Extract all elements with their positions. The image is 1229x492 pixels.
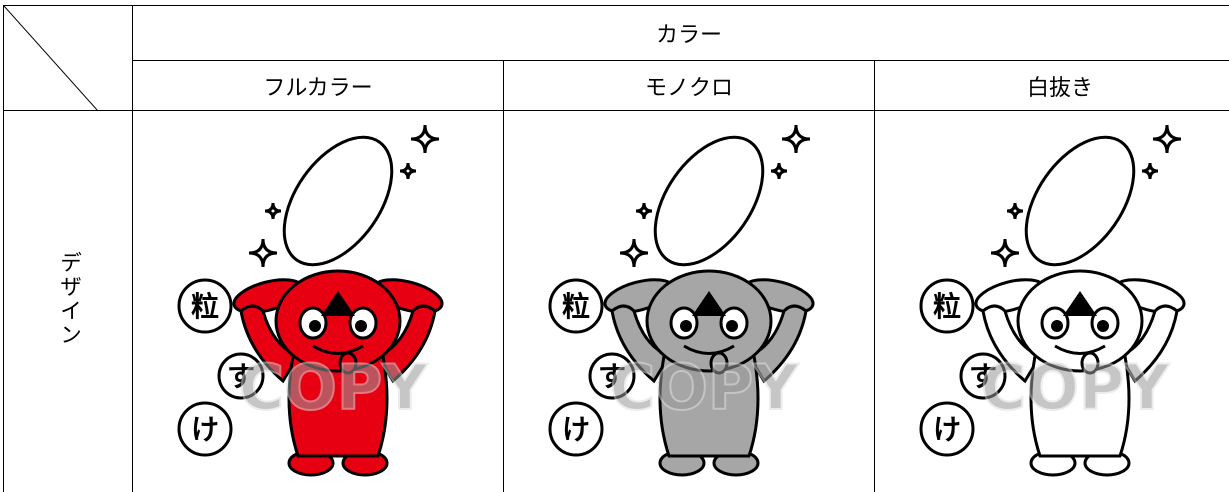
- sparkle: [1153, 125, 1181, 153]
- pupil: [680, 320, 692, 332]
- sparkle: [1142, 163, 1158, 179]
- rice-grain: [633, 118, 784, 284]
- watermark: COPY: [610, 351, 800, 424]
- sparkle: [265, 203, 281, 219]
- sparkle: [620, 239, 648, 267]
- watermark: COPY: [239, 351, 429, 424]
- sparkle: [411, 125, 439, 153]
- pupil: [1051, 320, 1063, 332]
- pupil: [309, 320, 321, 332]
- diagonal: [4, 6, 98, 111]
- pupil: [726, 320, 738, 332]
- bubble-text: け: [191, 413, 219, 446]
- row-label-cell: デザイン: [4, 111, 133, 492]
- bubble-text: 粒: [933, 290, 961, 323]
- bubble-text: け: [933, 413, 961, 446]
- sparkle: [771, 163, 787, 179]
- pupil: [1097, 320, 1109, 332]
- sparkle: [782, 125, 810, 153]
- row-label: デザイン: [52, 251, 84, 347]
- sparkle: [991, 239, 1019, 267]
- column-header: 白抜き: [875, 61, 1229, 111]
- sparkle: [636, 203, 652, 219]
- column-header: フルカラー: [133, 61, 504, 111]
- sparkle: [1007, 203, 1023, 219]
- rice-grain: [1004, 118, 1155, 284]
- bubble-text: け: [562, 413, 590, 446]
- group-header: カラー: [133, 6, 1229, 61]
- corner-cell: [4, 6, 133, 111]
- sparkle: [249, 239, 277, 267]
- pupil: [355, 320, 367, 332]
- sparkle: [400, 163, 416, 179]
- column-header: モノクロ: [504, 61, 875, 111]
- watermark: COPY: [981, 351, 1171, 424]
- rice-grain: [262, 118, 413, 284]
- bubble-text: 粒: [191, 290, 219, 323]
- bubble-text: 粒: [562, 290, 590, 323]
